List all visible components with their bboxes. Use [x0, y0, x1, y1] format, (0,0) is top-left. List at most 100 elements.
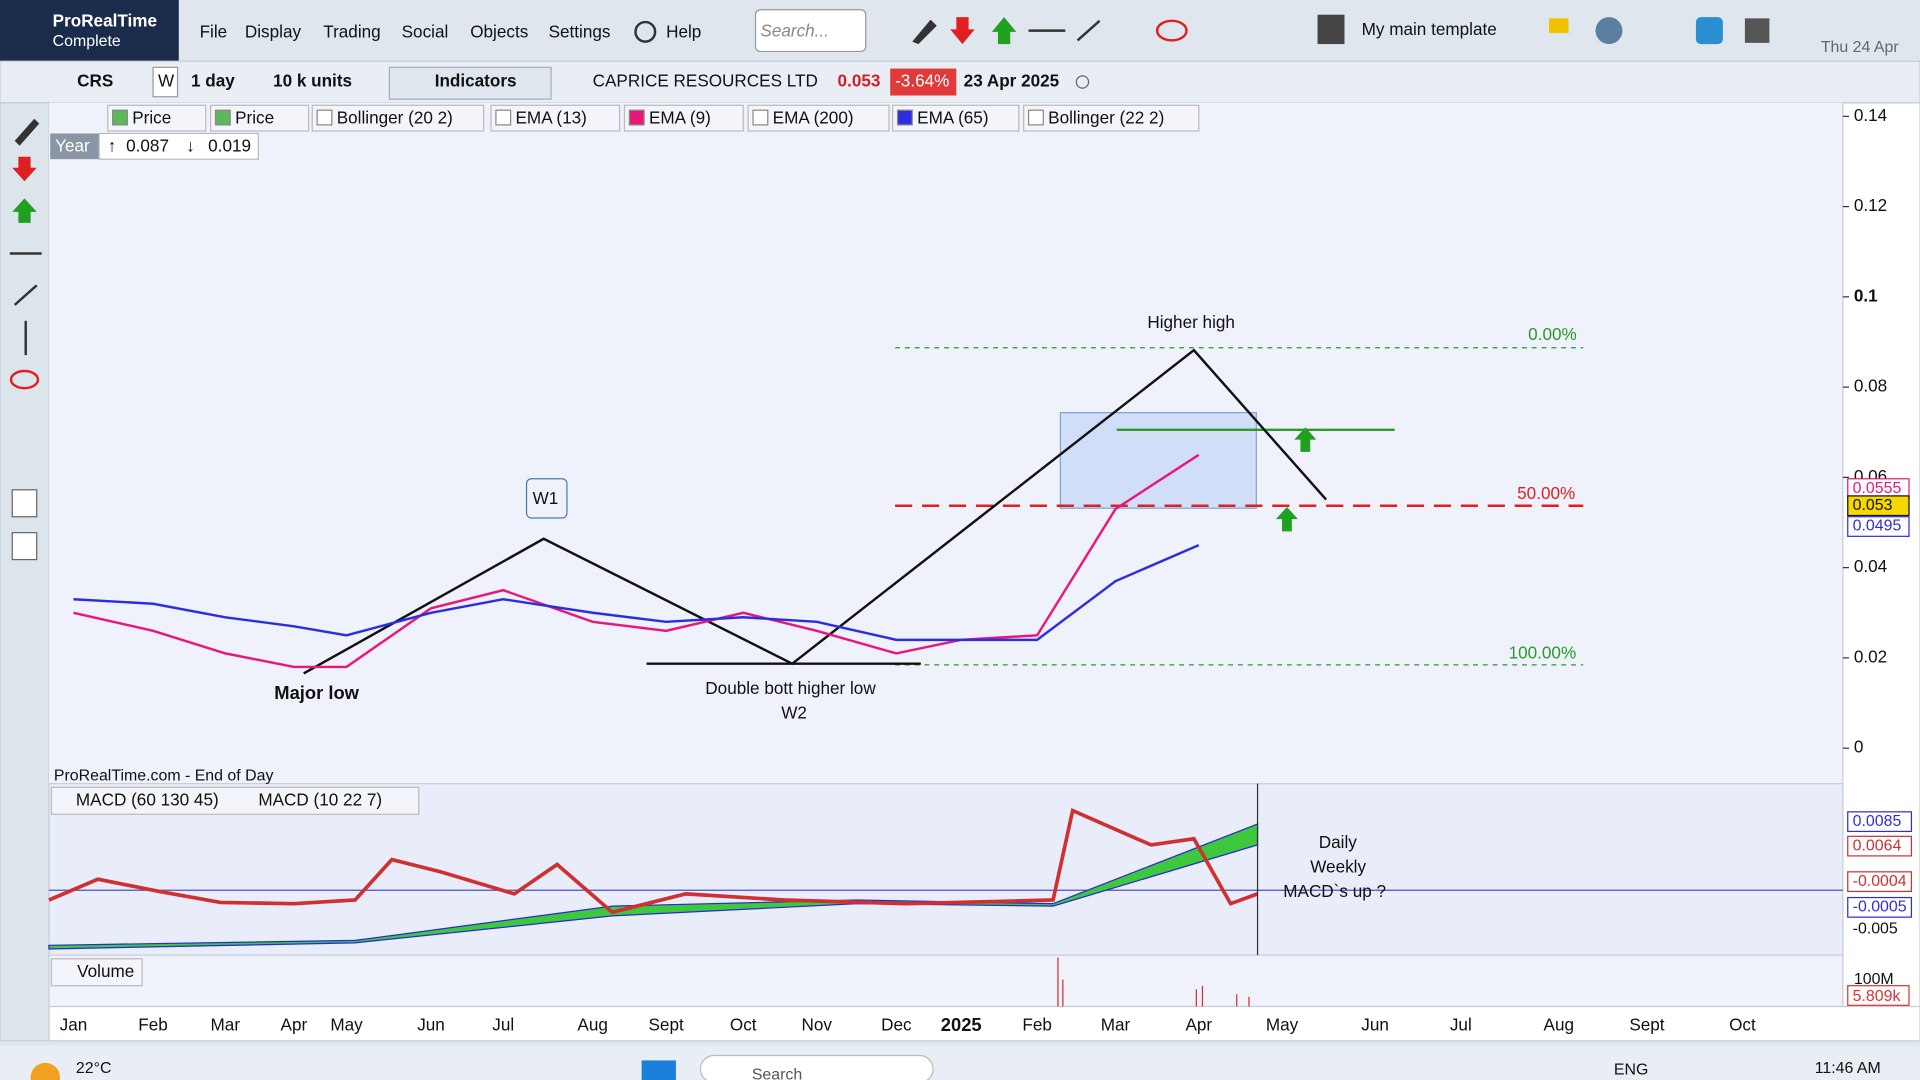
menu[interactable]: Trading: [323, 22, 380, 42]
tool-pen[interactable]: [14, 118, 40, 146]
y-tick-label: 0.14: [1854, 105, 1888, 125]
tool-trend[interactable]: [13, 284, 38, 306]
search-box[interactable]: [754, 9, 867, 53]
macd-value-box: [1847, 811, 1913, 833]
volume-legend: [50, 958, 143, 987]
buy-arrow[interactable]: [991, 17, 1017, 45]
edition: Complete: [53, 33, 121, 50]
x-tick-label: Jan: [60, 1015, 88, 1035]
flag-icon[interactable]: [1548, 18, 1569, 34]
time-axis: [48, 1005, 1920, 1042]
w1-box: [525, 478, 568, 519]
y-tick-label: 0.02: [1854, 646, 1887, 666]
weekly-button[interactable]: W: [158, 71, 175, 91]
tool-buy[interactable]: [12, 198, 37, 223]
x-tick-label: Apr: [281, 1015, 308, 1035]
fib-label: 50.00%: [1517, 483, 1575, 503]
legend-item: [1023, 104, 1200, 132]
macd-axis-label: -0.0005: [1853, 899, 1907, 916]
x-tick-label: Sept: [649, 1015, 684, 1035]
legend-swatch: [628, 109, 645, 126]
taskbar-search[interactable]: [699, 1054, 934, 1080]
x-tick-label: Feb: [138, 1015, 168, 1035]
macd-axis-label: 0.0064: [1853, 837, 1902, 854]
tool-text[interactable]: [11, 532, 38, 561]
year-box: [50, 133, 100, 160]
legend-swatch: [495, 109, 512, 126]
start-button[interactable]: [641, 1060, 676, 1080]
ema-line: [73, 453, 1200, 669]
annotation: W1: [533, 488, 559, 508]
logo-box: [0, 0, 179, 62]
left-toolbar: [0, 102, 50, 1042]
sell-arrow[interactable]: [950, 17, 975, 45]
tool-ellipse[interactable]: [9, 369, 40, 390]
legend-item: [490, 104, 621, 132]
help[interactable]: Help: [666, 22, 701, 42]
legend-swatch: [316, 109, 333, 126]
sound-icon[interactable]: [1595, 17, 1623, 45]
ticker[interactable]: CRS: [77, 71, 113, 91]
macd-axis-label: 0.0085: [1853, 813, 1902, 830]
price-panel: [48, 102, 1843, 784]
x-tick-label: Oct: [730, 1015, 757, 1035]
save-icon[interactable]: [1317, 14, 1345, 45]
w-box[interactable]: [152, 66, 179, 98]
price-axis: [1842, 102, 1920, 1008]
menu[interactable]: Social: [402, 22, 449, 42]
x-tick-label: May: [330, 1015, 363, 1035]
calc-icon[interactable]: [1744, 18, 1770, 43]
daily-macd: [48, 808, 1259, 915]
consolidation-box: [1059, 412, 1257, 509]
x-tick-label: Oct: [1729, 1015, 1756, 1035]
menu[interactable]: Display: [245, 22, 302, 42]
search-placeholder: Search...: [760, 20, 829, 40]
period[interactable]: 1 day: [191, 71, 235, 91]
units[interactable]: 10 k units: [273, 71, 352, 91]
last-price: 0.053: [838, 71, 881, 91]
legend-label: EMA (65): [917, 107, 988, 127]
fib-label: 0.00%: [1528, 324, 1577, 344]
price-label: 0.053: [1853, 497, 1893, 514]
year-high: 0.087: [126, 135, 169, 155]
down-arrow: ↓: [186, 135, 195, 155]
legend-label: Price: [132, 107, 171, 127]
volume-panel: [48, 954, 1844, 1008]
search-text: Search: [752, 1066, 802, 1080]
macd-label: MACD (60 130 45): [76, 789, 219, 809]
refresh-icon[interactable]: [1695, 17, 1723, 45]
legend-label: Bollinger (22 2): [1048, 107, 1164, 127]
ellipse-icon[interactable]: [1155, 19, 1188, 42]
tool-sell[interactable]: [12, 156, 37, 182]
indicators-button[interactable]: [388, 66, 552, 100]
x-tick-label: Aug: [1544, 1015, 1574, 1035]
macd-value-box: [1847, 896, 1913, 918]
macd-value-box: [1847, 871, 1913, 893]
indicators[interactable]: Indicators: [435, 71, 517, 91]
status-dot: [1075, 75, 1090, 89]
legend-swatch: [214, 109, 231, 126]
menu[interactable]: File: [200, 22, 228, 42]
trend-icon[interactable]: [1076, 19, 1101, 42]
ema-lines: [73, 453, 1200, 669]
tool-text[interactable]: [11, 489, 38, 518]
x-tick-label: 2025: [941, 1014, 982, 1035]
volume-axis-label: 5.809k: [1853, 988, 1901, 1005]
template[interactable]: My main template: [1362, 19, 1497, 39]
price-label: 0.0555: [1853, 480, 1902, 497]
macd-value-box: [1847, 835, 1913, 857]
up-arrow-mark: [1275, 506, 1298, 532]
x-tick-label: Jun: [1361, 1015, 1389, 1035]
y-tick-label: 0: [1854, 737, 1864, 757]
menu[interactable]: Objects: [470, 22, 528, 42]
legend-item: [892, 104, 1020, 132]
x-tick-label: Mar: [211, 1015, 241, 1035]
legend-item: [311, 104, 485, 132]
help-icon[interactable]: [634, 20, 657, 43]
annotation: Double bott higher low: [705, 678, 876, 698]
price-label-box: [1847, 495, 1910, 517]
pen-icon[interactable]: [912, 19, 937, 45]
menu[interactable]: Settings: [549, 22, 611, 42]
